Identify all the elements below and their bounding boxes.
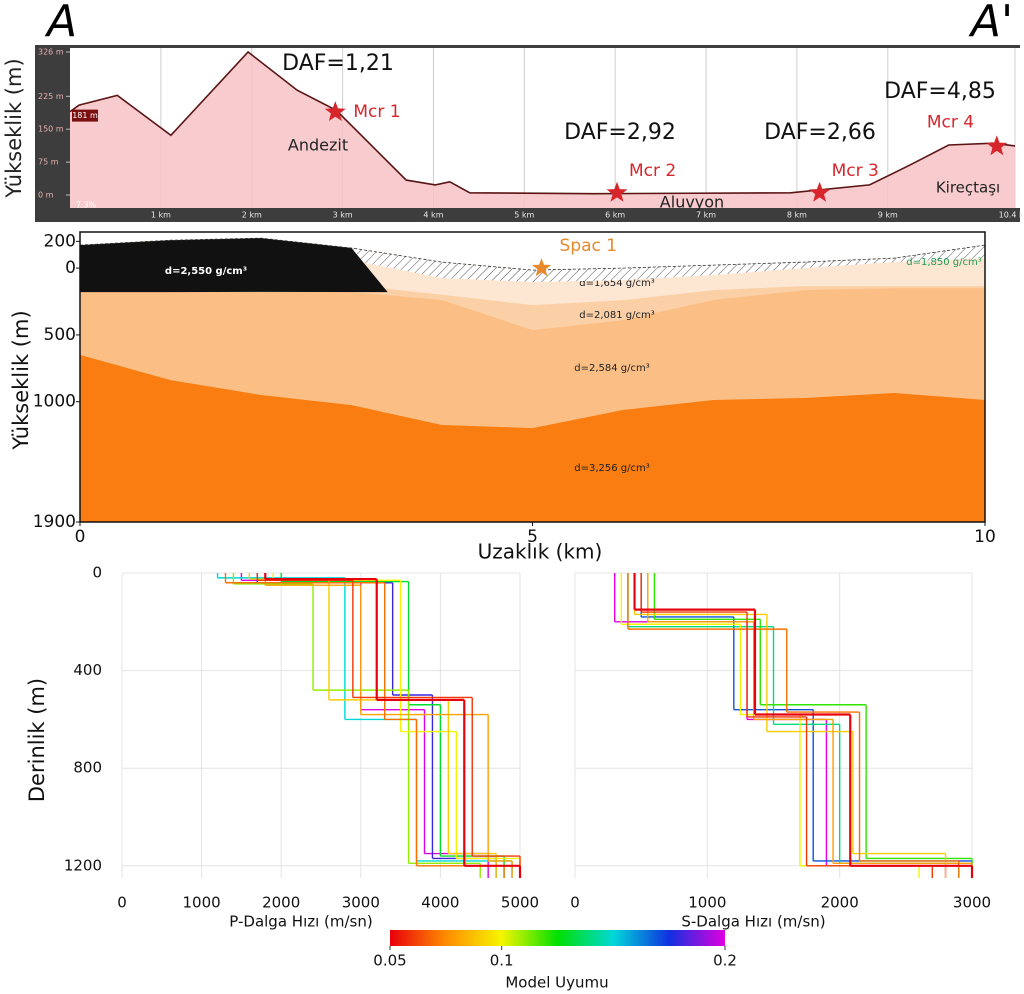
y-axis-label: Derinlik (m) (25, 678, 49, 802)
annotation: DAF=1,21 (282, 51, 394, 76)
velocity-model (256, 573, 521, 878)
cursor-tag (72, 109, 98, 122)
x-tick-label: 5 km (514, 211, 534, 220)
x-tick-label: 10.4 km (999, 211, 1024, 220)
x-axis-label: Uzaklık (km) (478, 540, 603, 564)
colorbar (390, 930, 725, 946)
annotation: DAF=2,66 (764, 120, 876, 145)
annotation: 7.3% (76, 201, 97, 210)
x-tick-label: 7 km (696, 211, 716, 220)
y-tick-label: 1900 (33, 512, 76, 532)
layer-label: d=1,654 g/cm³ (579, 278, 655, 289)
x-tick-label: 3000 (953, 894, 991, 912)
layer-label: d=2,550 g/cm³ (165, 266, 247, 277)
y-tick-label: 0 m (38, 191, 54, 200)
x-tick-label: 2000 (821, 894, 859, 912)
y-axis-label: Yükseklik (m) (9, 310, 33, 450)
density-layer (80, 238, 388, 293)
station-label: Mcr 1 (353, 102, 400, 122)
y-tick-label: 75 m (38, 158, 59, 167)
x-tick-label: 9 km (878, 211, 898, 220)
y-axis-label: Yükseklik (m) (2, 58, 26, 198)
velocity-model (653, 573, 973, 878)
x-tick-label: 0 (117, 894, 127, 912)
layer-label: d=2,584 g/cm³ (574, 363, 650, 374)
x-tick-label: 4 km (423, 211, 443, 220)
section-label: A' (968, 0, 1013, 47)
x-tick-label: 1000 (688, 894, 726, 912)
x-tick-label: 1000 (183, 894, 221, 912)
y-tick-label: 0 (65, 258, 76, 278)
spac-label: Spac 1 (560, 236, 618, 256)
annotation: Aluvyon (660, 193, 724, 212)
velocity-model (647, 573, 973, 878)
profile-line (69, 50, 1016, 195)
section-label: A (44, 0, 77, 47)
velocity-plot (122, 573, 520, 878)
station-marker (809, 181, 831, 202)
velocity-model (264, 573, 522, 878)
x-tick-label: 5000 (501, 894, 539, 912)
x-tick-label: 8 km (787, 211, 807, 220)
y-tick-label: 225 m (38, 92, 64, 101)
velocity-model (633, 573, 974, 878)
y-tick-label: 200 (44, 231, 76, 251)
y-tick-label: 500 (44, 325, 76, 345)
x-tick-label: 2000 (262, 894, 300, 912)
surface-line (79, 237, 986, 271)
station-label: Mcr 4 (927, 112, 974, 132)
colorbar-tick-label: 0.2 (713, 952, 737, 970)
station-label: Mcr 2 (629, 161, 676, 181)
annotation: Andezit (288, 136, 348, 155)
x-axis-label: P-Dalga Hızı (m/sn) (229, 913, 372, 931)
annotation: DAF=2,92 (564, 120, 676, 145)
annotation: DAF=4,85 (884, 79, 996, 104)
y-tick-label: 800 (73, 759, 102, 777)
x-tick-label: 0 (75, 527, 86, 547)
spac-marker (532, 258, 552, 277)
x-tick-label: 5 (527, 527, 538, 547)
velocity-model (633, 573, 947, 878)
station-label: Mcr 3 (832, 161, 879, 181)
velocity-model (264, 573, 513, 878)
profile-area (70, 52, 1015, 208)
x-tick-label: 10 (974, 527, 996, 547)
y-tick-label: 0 (92, 564, 102, 582)
y-tick-label: 400 (73, 661, 102, 679)
x-tick-label: 0 (570, 894, 580, 912)
density-layer (261, 238, 985, 283)
layer-label: d=2,081 g/cm³ (579, 310, 655, 321)
y-tick-label: 150 m (38, 125, 64, 134)
x-tick-label: 2 km (242, 211, 262, 220)
x-tick-label: 1 km (151, 211, 171, 220)
layer-label: d=1,850 g/cm³ (906, 257, 982, 268)
y-tick-label: 1200 (64, 856, 102, 874)
x-tick-label: 3000 (342, 894, 380, 912)
velocity-plot (575, 573, 972, 878)
y-tick-label: 1000 (33, 392, 76, 412)
station-marker (324, 101, 346, 121)
colorbar-tick-label: 0.05 (373, 952, 406, 970)
annotation: Kireçtaşı (936, 179, 1000, 197)
station-marker (606, 181, 628, 202)
station-marker (986, 135, 1008, 156)
x-tick-label: 3 km (333, 211, 353, 220)
x-tick-label: 4000 (421, 894, 459, 912)
velocity-model (224, 573, 505, 878)
colorbar-tick-label: 0.1 (490, 952, 514, 970)
y-tick-label: 326 m (38, 48, 64, 57)
colorbar-label: Model Uyumu (505, 974, 608, 992)
cursor-label: 181 m (72, 111, 98, 120)
layer-label: d=3,256 g/cm³ (574, 463, 650, 474)
x-axis-label: S-Dalga Hızı (m/sn) (681, 913, 825, 931)
velocity-model (627, 573, 960, 878)
x-tick-label: 6 km (605, 211, 625, 220)
